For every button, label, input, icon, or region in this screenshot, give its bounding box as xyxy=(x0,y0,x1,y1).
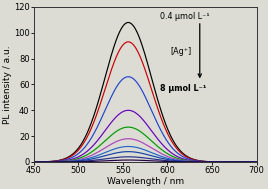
Text: 0.4 μmol L⁻¹: 0.4 μmol L⁻¹ xyxy=(160,12,209,21)
Y-axis label: PL intensity / a.u.: PL intensity / a.u. xyxy=(3,45,13,124)
X-axis label: Wavelength / nm: Wavelength / nm xyxy=(107,177,184,186)
Text: [Ag⁺]: [Ag⁺] xyxy=(171,47,192,56)
Text: 8 μmol L⁻¹: 8 μmol L⁻¹ xyxy=(160,84,206,94)
